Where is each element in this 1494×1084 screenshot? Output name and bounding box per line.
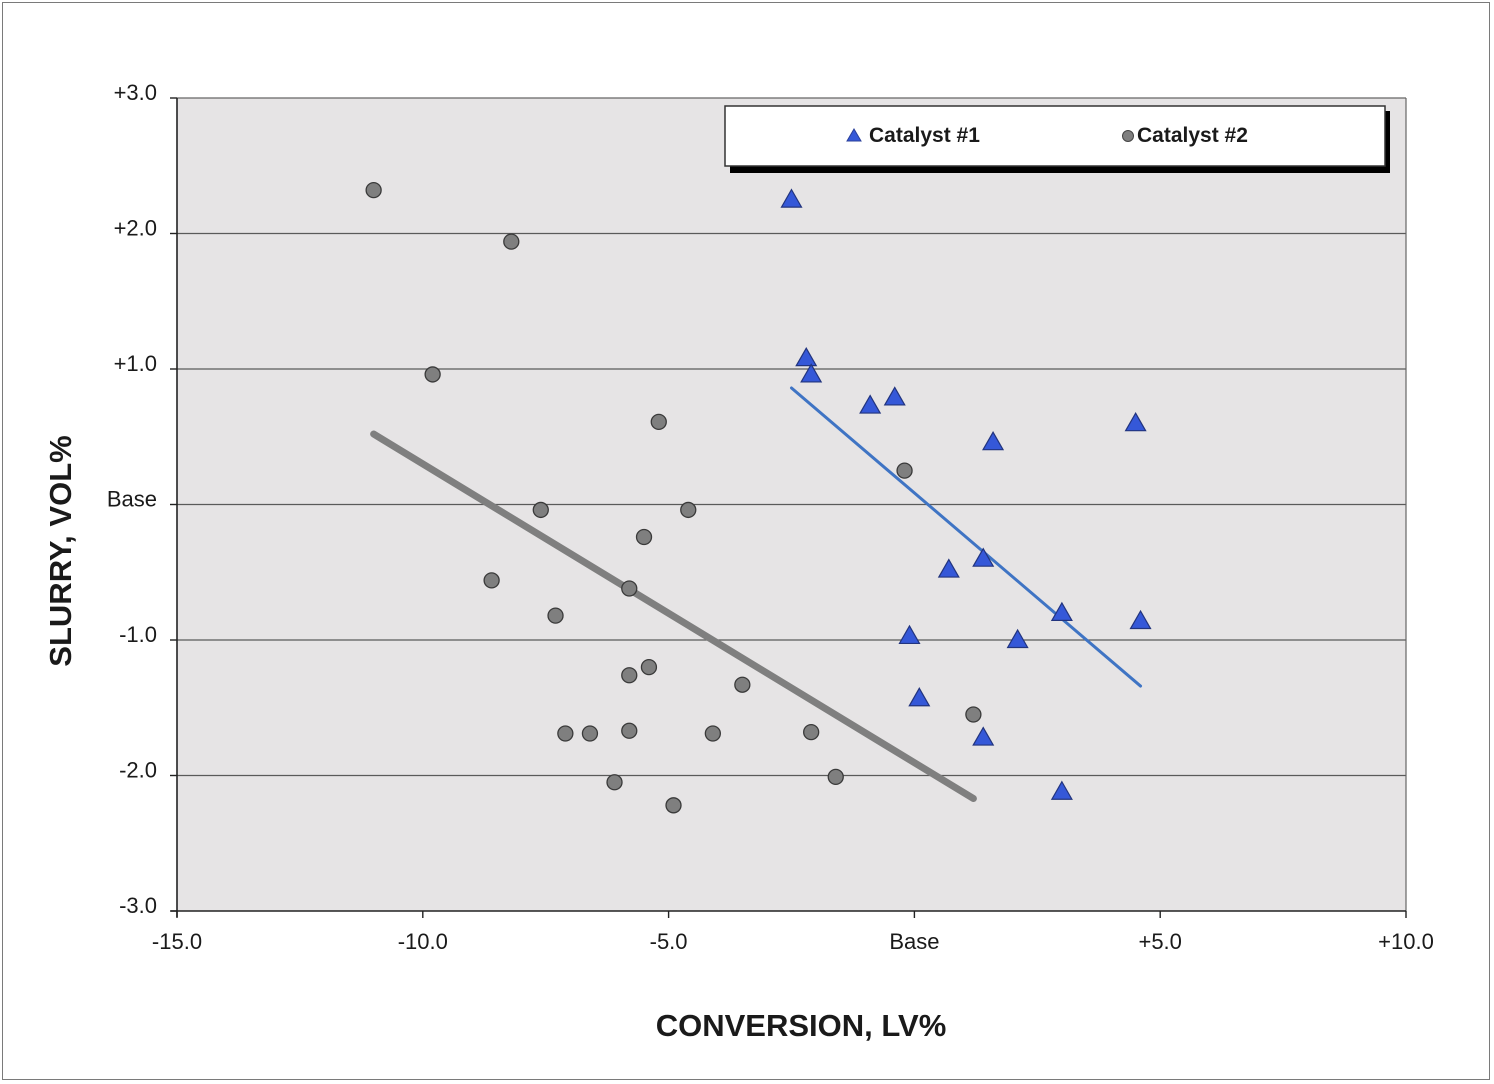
point-catalyst-2 bbox=[483, 572, 500, 589]
x-tick-label: +10.0 bbox=[1378, 929, 1434, 954]
trend-line bbox=[370, 430, 977, 803]
point-catalyst-1 bbox=[1129, 609, 1152, 630]
point-catalyst-2 bbox=[704, 725, 721, 742]
legend-label-series-2: Catalyst #2 bbox=[1137, 124, 1248, 147]
axes bbox=[171, 97, 1407, 917]
y-tick-label: -1.0 bbox=[119, 622, 157, 647]
point-catalyst-1 bbox=[780, 188, 803, 208]
point-catalyst-1 bbox=[1006, 628, 1029, 649]
legend-box bbox=[724, 105, 1386, 167]
point-catalyst-2 bbox=[680, 501, 697, 519]
legend-triangle-icon bbox=[846, 128, 862, 142]
point-catalyst-1 bbox=[800, 363, 823, 383]
legend: Catalyst #1 Catalyst #2 bbox=[724, 105, 1390, 173]
point-catalyst-1 bbox=[883, 386, 906, 406]
point-catalyst-2 bbox=[640, 658, 658, 676]
legend-label-series-1: Catalyst #1 bbox=[869, 124, 980, 147]
point-catalyst-2 bbox=[581, 725, 599, 742]
point-catalyst-2 bbox=[827, 768, 844, 786]
point-catalyst-1 bbox=[859, 394, 882, 414]
point-catalyst-1 bbox=[937, 558, 960, 578]
point-catalyst-1 bbox=[898, 624, 921, 645]
point-catalyst-2 bbox=[734, 676, 751, 693]
x-axis-ticks: -15.0 -10.0 -5.0 Base +5.0 +10.0 bbox=[152, 911, 1434, 954]
x-axis-title: CONVERSION, LV% bbox=[656, 1008, 947, 1043]
point-catalyst-1 bbox=[972, 726, 995, 746]
y-tick-label: +1.0 bbox=[114, 351, 157, 376]
point-catalyst-1 bbox=[1050, 780, 1073, 800]
trend-lines bbox=[370, 386, 1143, 803]
scatter-chart: -15.0 -10.0 -5.0 Base +5.0 +10.0 +3.0 +2.0 +1.0… bbox=[43, 80, 1434, 1043]
x-tick-label: -15.0 bbox=[152, 929, 202, 954]
point-catalyst-1 bbox=[795, 346, 818, 367]
point-catalyst-2 bbox=[650, 413, 667, 430]
point-catalyst-1 bbox=[1050, 601, 1073, 622]
point-catalyst-2 bbox=[557, 725, 574, 742]
point-catalyst-1 bbox=[972, 547, 995, 567]
x-tick-label: -5.0 bbox=[650, 929, 688, 954]
point-catalyst-2 bbox=[365, 181, 382, 199]
point-catalyst-2 bbox=[532, 501, 549, 519]
y-tick-label: Base bbox=[107, 487, 157, 512]
legend-circle-icon bbox=[1122, 130, 1134, 142]
point-catalyst-1 bbox=[908, 687, 931, 707]
x-tick-label: -10.0 bbox=[398, 929, 448, 954]
point-catalyst-2 bbox=[896, 462, 913, 479]
point-catalyst-1 bbox=[982, 430, 1005, 451]
y-tick-label: -3.0 bbox=[119, 893, 157, 918]
y-tick-label: -2.0 bbox=[119, 758, 157, 783]
point-catalyst-2 bbox=[424, 366, 441, 383]
point-catalyst-2 bbox=[803, 723, 820, 741]
y-tick-label: +2.0 bbox=[114, 216, 157, 241]
point-catalyst-2 bbox=[621, 667, 638, 684]
point-catalyst-2 bbox=[635, 528, 653, 546]
y-axis-title: SLURRY, VOL% bbox=[43, 435, 78, 666]
point-catalyst-2 bbox=[503, 233, 520, 250]
point-catalyst-2 bbox=[606, 774, 623, 791]
point-catalyst-2 bbox=[547, 607, 564, 624]
point-catalyst-2 bbox=[665, 797, 682, 814]
x-tick-label: +5.0 bbox=[1138, 929, 1181, 954]
point-catalyst-1 bbox=[1124, 411, 1147, 432]
trend-line bbox=[790, 386, 1143, 688]
y-tick-label: +3.0 bbox=[114, 80, 157, 105]
gridlines bbox=[177, 232, 1406, 777]
point-catalyst-2 bbox=[621, 580, 638, 597]
y-axis-ticks: +3.0 +2.0 +1.0 Base -1.0 -2.0 -3.0 bbox=[107, 80, 177, 918]
point-catalyst-2 bbox=[621, 722, 638, 739]
point-catalyst-2 bbox=[965, 706, 982, 723]
data-points bbox=[365, 181, 1152, 814]
x-tick-label: Base bbox=[889, 929, 939, 954]
